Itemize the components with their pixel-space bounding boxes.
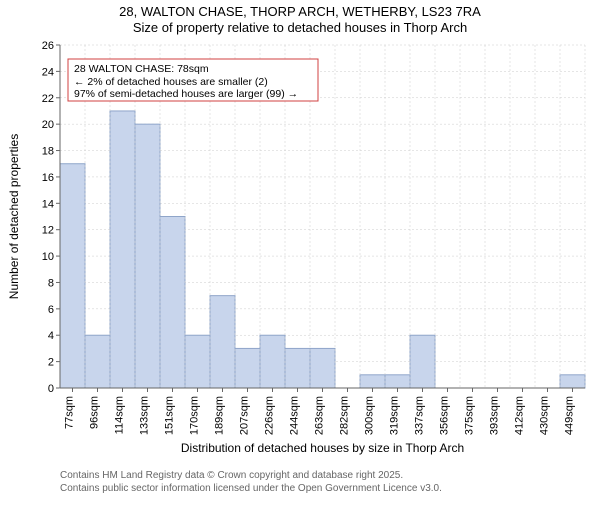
x-tick-label: 77sqm bbox=[64, 396, 76, 429]
x-tick-label: 151sqm bbox=[164, 396, 176, 435]
histogram-bar bbox=[260, 335, 285, 388]
y-tick-label: 8 bbox=[48, 277, 54, 289]
x-tick-label: 170sqm bbox=[189, 396, 201, 435]
y-tick-label: 20 bbox=[42, 119, 54, 131]
histogram-bar bbox=[285, 348, 310, 388]
x-tick-label: 393sqm bbox=[489, 396, 501, 435]
x-axis-label: Distribution of detached houses by size … bbox=[181, 441, 464, 455]
chart-title-line1: 28, WALTON CHASE, THORP ARCH, WETHERBY, … bbox=[119, 4, 481, 19]
histogram-bar bbox=[135, 124, 160, 388]
chart-svg: 28, WALTON CHASE, THORP ARCH, WETHERBY, … bbox=[0, 0, 600, 500]
attribution-line1: Contains HM Land Registry data © Crown c… bbox=[60, 470, 403, 481]
y-tick-label: 26 bbox=[42, 40, 54, 52]
y-tick-label: 22 bbox=[42, 93, 54, 105]
x-tick-label: 337sqm bbox=[414, 396, 426, 435]
x-tick-label: 207sqm bbox=[239, 396, 251, 435]
x-tick-label: 226sqm bbox=[264, 396, 276, 435]
y-tick-label: 18 bbox=[42, 146, 54, 158]
x-tick-label: 300sqm bbox=[364, 396, 376, 435]
x-tick-label: 430sqm bbox=[539, 396, 551, 435]
y-tick-label: 24 bbox=[42, 66, 54, 78]
x-tick-label: 412sqm bbox=[514, 396, 526, 435]
y-tick-label: 0 bbox=[48, 383, 54, 395]
histogram-bar bbox=[310, 348, 335, 388]
y-tick-label: 2 bbox=[48, 357, 54, 369]
histogram-bar bbox=[110, 111, 135, 388]
x-tick-label: 114sqm bbox=[114, 396, 126, 434]
histogram-bar bbox=[235, 348, 260, 388]
y-tick-label: 16 bbox=[42, 172, 54, 184]
histogram-bar bbox=[60, 164, 85, 388]
y-tick-label: 12 bbox=[42, 225, 54, 237]
x-tick-label: 375sqm bbox=[464, 396, 476, 435]
callout-line2: ← 2% of detached houses are smaller (2) bbox=[74, 76, 268, 88]
histogram-bar bbox=[410, 335, 435, 388]
histogram-bar bbox=[85, 335, 110, 388]
histogram-bar bbox=[385, 375, 410, 388]
y-tick-label: 10 bbox=[42, 251, 54, 263]
histogram-bar bbox=[560, 375, 585, 388]
y-tick-label: 14 bbox=[42, 198, 54, 210]
chart-title-line2: Size of property relative to detached ho… bbox=[133, 20, 467, 35]
callout-line3: 97% of semi-detached houses are larger (… bbox=[74, 88, 298, 100]
x-tick-label: 356sqm bbox=[439, 396, 451, 435]
y-tick-label: 4 bbox=[48, 330, 54, 342]
histogram-chart: 28, WALTON CHASE, THORP ARCH, WETHERBY, … bbox=[0, 0, 600, 500]
x-tick-label: 189sqm bbox=[214, 396, 226, 435]
attribution-line2: Contains public sector information licen… bbox=[60, 483, 442, 494]
y-axis-label: Number of detached properties bbox=[7, 134, 21, 299]
x-tick-label: 244sqm bbox=[289, 396, 301, 435]
histogram-bar bbox=[360, 375, 385, 388]
x-tick-label: 263sqm bbox=[314, 396, 326, 435]
callout-line1: 28 WALTON CHASE: 78sqm bbox=[74, 63, 209, 75]
histogram-bar bbox=[210, 296, 235, 388]
x-tick-label: 96sqm bbox=[89, 396, 101, 429]
x-tick-label: 449sqm bbox=[564, 396, 576, 435]
histogram-bar bbox=[160, 217, 185, 389]
y-tick-label: 6 bbox=[48, 304, 54, 316]
histogram-bar bbox=[185, 335, 210, 388]
x-tick-label: 133sqm bbox=[139, 396, 151, 435]
x-tick-label: 319sqm bbox=[389, 396, 401, 435]
x-tick-label: 282sqm bbox=[339, 396, 351, 435]
